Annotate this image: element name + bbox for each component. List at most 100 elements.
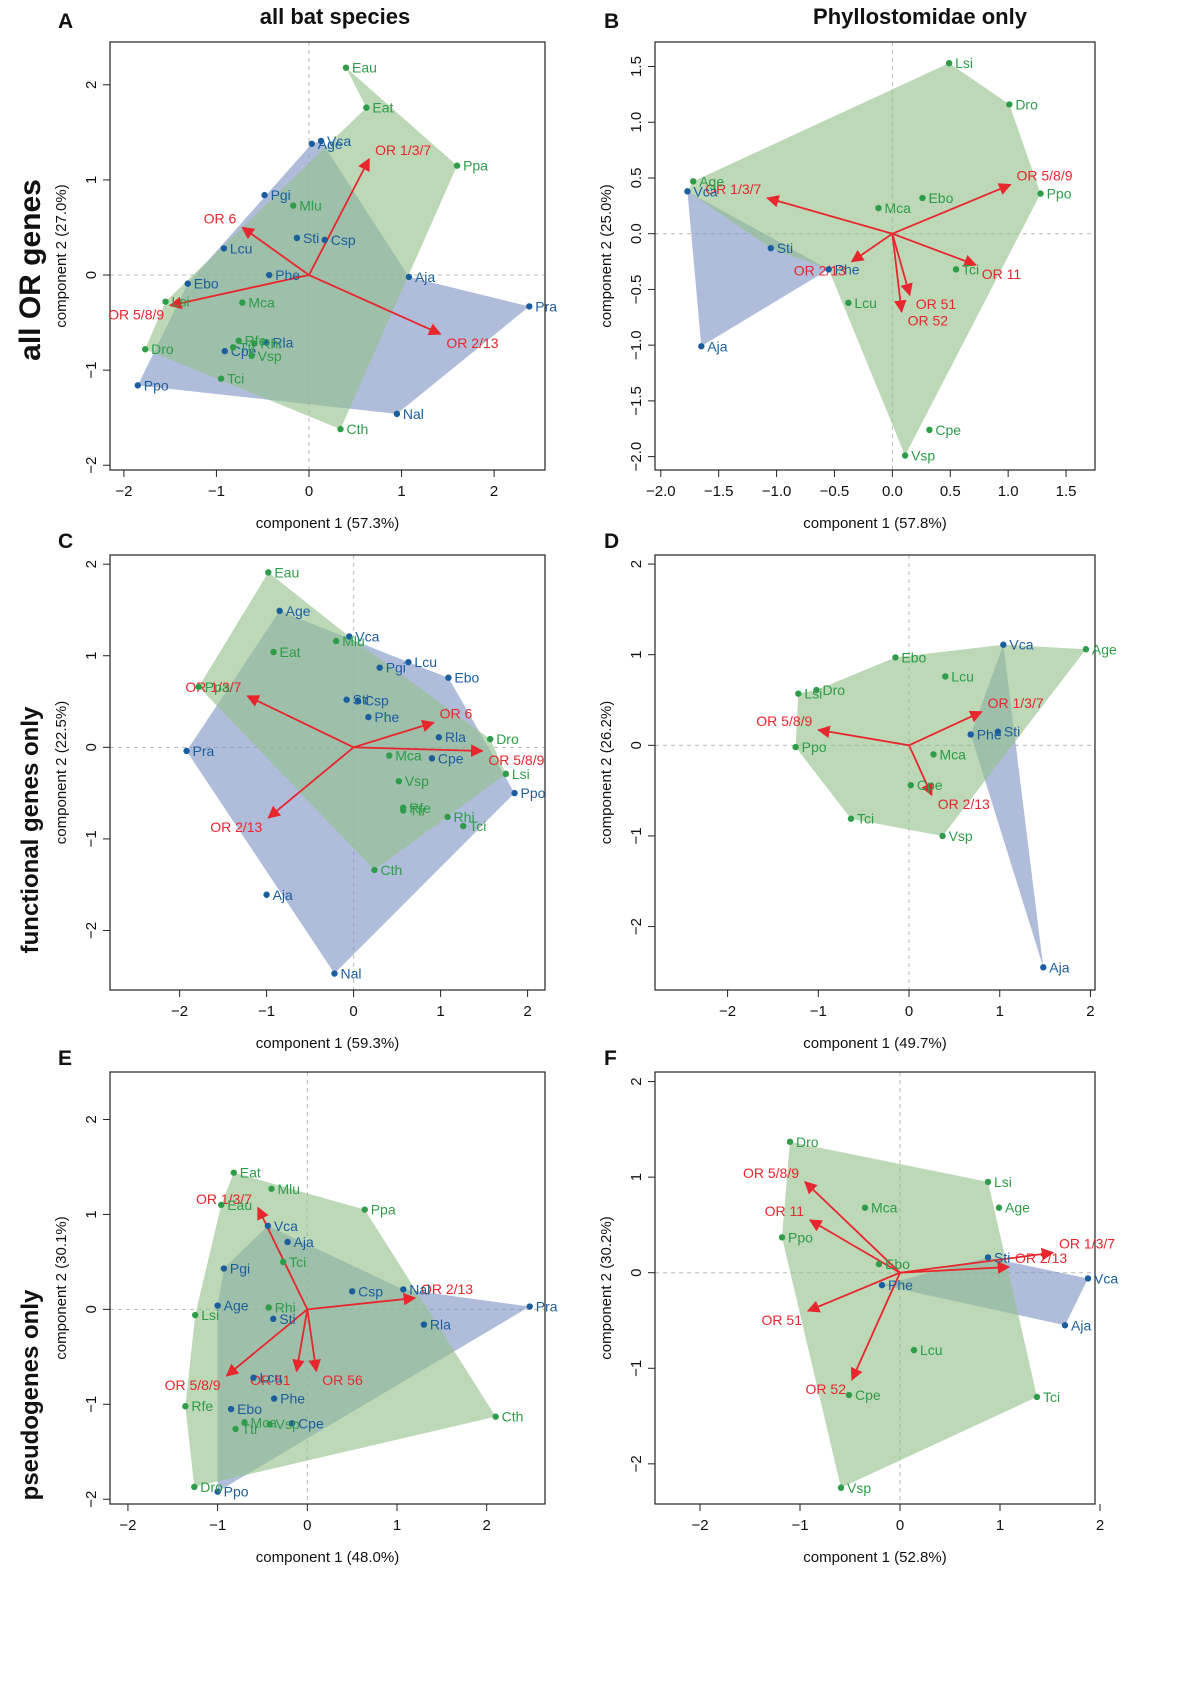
y-tick-label: −1 bbox=[83, 1396, 100, 1413]
y-axis-label: component 2 (30.2%) bbox=[598, 1216, 615, 1359]
group-b-point bbox=[444, 813, 451, 821]
y-tick-label: −2 bbox=[83, 1491, 100, 1508]
group-a-point bbox=[331, 970, 338, 977]
group-a-label: Ppo bbox=[521, 785, 546, 801]
loading-arrow bbox=[306, 1309, 321, 1373]
y-tick-label: −2 bbox=[628, 918, 645, 935]
y-tick-label: −1 bbox=[83, 362, 100, 379]
y-tick-label: 0 bbox=[628, 1269, 645, 1277]
group-a-label: Ppo bbox=[224, 1484, 249, 1500]
x-tick-label: 2 bbox=[523, 1003, 531, 1020]
group-b-point bbox=[837, 1484, 845, 1491]
group-b-label: Ppa bbox=[463, 158, 488, 174]
group-b-label: Cth bbox=[380, 862, 402, 878]
group-a-point bbox=[511, 789, 518, 797]
group-b-point bbox=[217, 375, 225, 382]
loading-label: OR 2/13 bbox=[1015, 1250, 1067, 1266]
group-a-label: Rla bbox=[272, 335, 293, 351]
loading-arrow bbox=[892, 232, 977, 267]
x-tick-label: −1 bbox=[791, 1517, 808, 1534]
group-a-point bbox=[221, 347, 228, 355]
x-tick-label: 0 bbox=[905, 1003, 913, 1020]
group-b-label: Eat bbox=[372, 100, 393, 116]
group-a-label: Vca bbox=[693, 183, 717, 199]
group-b-label: Lcu bbox=[951, 668, 974, 684]
group-a-label: Cpe bbox=[298, 1415, 324, 1431]
group-b-label: Age bbox=[699, 173, 724, 189]
group-b-point bbox=[399, 807, 407, 814]
group-a-label: Vca bbox=[1094, 1270, 1118, 1286]
group-a-label: Pgi bbox=[271, 187, 291, 203]
group-a-label: Pgi bbox=[386, 660, 406, 676]
group-a-point bbox=[354, 697, 362, 704]
x-tick-label: 0 bbox=[305, 483, 313, 500]
group-a-point bbox=[348, 1288, 356, 1295]
loading-arrow bbox=[908, 710, 983, 747]
group-a-point bbox=[220, 1265, 228, 1272]
loading-arrow bbox=[246, 695, 354, 749]
loading-label: OR 51 bbox=[916, 296, 957, 312]
group-a-label: Sti bbox=[303, 230, 319, 246]
group-a-label: Vca bbox=[355, 629, 379, 645]
group-b-label: Eat bbox=[240, 1165, 261, 1181]
x-tick-label: 0.5 bbox=[940, 483, 961, 500]
group-b-point bbox=[1037, 190, 1044, 197]
loading-label: OR 1/3/7 bbox=[196, 1191, 252, 1207]
loading-arrow bbox=[292, 1309, 309, 1373]
group-b-point bbox=[502, 770, 510, 778]
plot-frame bbox=[109, 554, 546, 991]
group-a-label: Nal bbox=[340, 966, 361, 982]
group-b-label: Ttr bbox=[242, 1421, 259, 1437]
plot-frame bbox=[109, 1071, 546, 1505]
loading-arrow bbox=[267, 746, 355, 819]
group-b-point bbox=[290, 202, 297, 209]
group-a-label: Phe bbox=[835, 261, 860, 277]
group-a-point bbox=[767, 244, 774, 252]
group-b-point bbox=[930, 751, 937, 758]
group-a-point bbox=[825, 266, 832, 273]
group-a-point bbox=[526, 303, 533, 310]
group-b-point bbox=[235, 337, 242, 344]
loading-arrow bbox=[308, 157, 370, 276]
group-a-point bbox=[698, 343, 705, 350]
group-b-label: Tci bbox=[227, 371, 244, 387]
x-tick-label: −2.0 bbox=[646, 483, 676, 500]
y-axis-label: component 2 (22.5%) bbox=[53, 701, 70, 844]
y-tick-label: −1.5 bbox=[628, 386, 645, 416]
x-tick-label: 0.0 bbox=[882, 483, 903, 500]
group-a-label: Ppo bbox=[144, 377, 169, 393]
y-tick-label: 2 bbox=[628, 560, 645, 568]
group-a-label: Vca bbox=[1009, 637, 1033, 653]
loading-arrow bbox=[850, 1272, 901, 1381]
hull-group-a bbox=[687, 191, 829, 347]
loading-label: OR 52 bbox=[908, 313, 949, 329]
x-axis-label: component 1 (57.3%) bbox=[256, 515, 399, 532]
loading-label: OR 2/13 bbox=[421, 1281, 473, 1297]
group-a-label: Lcu bbox=[414, 654, 437, 670]
group-a-label: Rla bbox=[430, 1317, 451, 1333]
group-b-point bbox=[984, 1178, 992, 1186]
group-a-label: Sti bbox=[1004, 724, 1020, 740]
group-a-point bbox=[343, 696, 350, 703]
group-b-point bbox=[241, 1419, 248, 1426]
x-tick-label: 1 bbox=[996, 1003, 1004, 1020]
group-b-label: Vsp bbox=[949, 828, 973, 844]
loading-arrow bbox=[850, 232, 893, 263]
y-tick-label: −1 bbox=[628, 1360, 645, 1377]
group-b-label: Dro bbox=[151, 341, 174, 357]
group-b-label: Eau bbox=[274, 564, 299, 580]
group-a-point bbox=[270, 1395, 278, 1402]
y-tick-label: −2 bbox=[83, 922, 100, 939]
column-title-all-bats: all bat species bbox=[260, 4, 410, 29]
group-b-point bbox=[939, 832, 946, 840]
x-tick-label: 1 bbox=[436, 1003, 444, 1020]
x-tick-label: 1 bbox=[397, 483, 405, 500]
group-b-label: Dro bbox=[822, 682, 845, 698]
group-b-label: Dro bbox=[200, 1479, 223, 1495]
group-a-point bbox=[214, 1302, 221, 1309]
group-a-point bbox=[1040, 964, 1047, 971]
x-tick-label: 2 bbox=[490, 483, 498, 500]
y-tick-label: 2 bbox=[628, 1077, 645, 1085]
group-a-point bbox=[405, 658, 412, 666]
loading-label: OR 51 bbox=[762, 1312, 803, 1328]
